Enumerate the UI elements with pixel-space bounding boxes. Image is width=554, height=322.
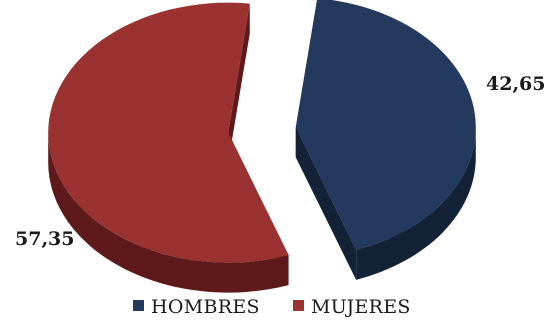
- legend-label-hombres: HOMBRES: [151, 296, 260, 318]
- slice-side-mujeres: [48, 132, 289, 293]
- data-label-hombres: 42,65: [486, 73, 546, 95]
- slice-cut-wall-hombres-1: [295, 127, 357, 280]
- legend-swatch-hombres: [133, 300, 144, 311]
- slice-cut-wall-mujeres-1: [228, 3, 250, 163]
- data-labels: 42,65 57,35: [15, 73, 546, 250]
- legend-label-mujeres: MUJERES: [311, 296, 411, 318]
- slice-hombres: [295, 0, 476, 250]
- legend-swatch-mujeres: [293, 300, 304, 311]
- slice-mujeres: [48, 2, 289, 263]
- data-label-mujeres: 57,35: [15, 228, 75, 250]
- legend: HOMBRES MUJERES: [133, 296, 411, 318]
- slice-side-hombres: [356, 127, 476, 280]
- pie-slices: [48, 0, 476, 293]
